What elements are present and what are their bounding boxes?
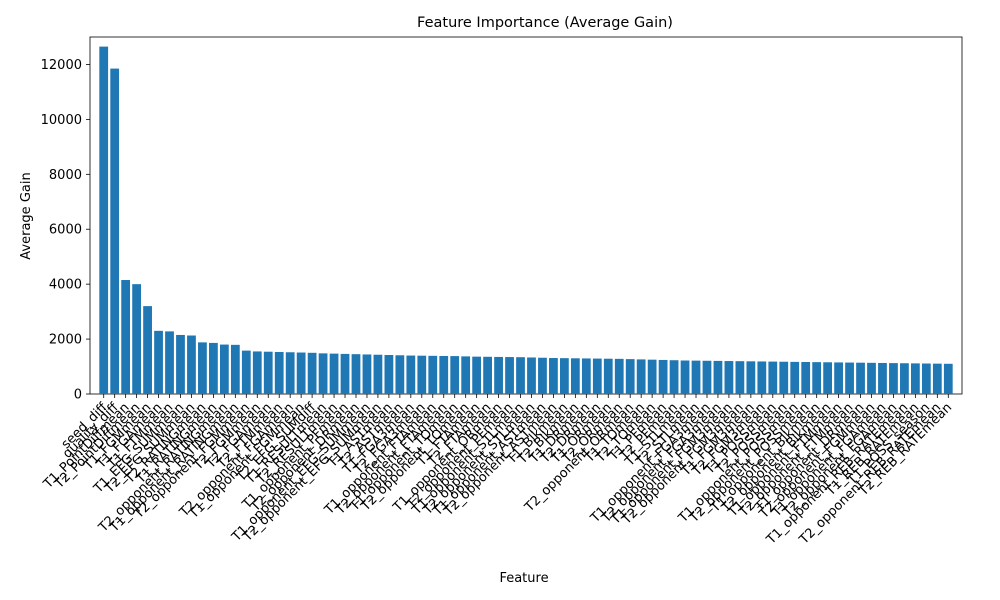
bar-21 <box>329 353 339 394</box>
bar-60 <box>757 361 767 394</box>
bar-62 <box>779 361 789 394</box>
y-tick-label: 2000 <box>49 333 82 348</box>
plot-frame <box>89 36 963 395</box>
bar-28 <box>406 355 416 394</box>
bar-38 <box>516 357 525 394</box>
x-axis: seed_diffquality_diffT1_PointDiffmeanT2_… <box>40 394 955 548</box>
bar-66 <box>823 362 833 394</box>
bar-15 <box>263 351 273 394</box>
bar-34 <box>472 356 482 394</box>
bar-42 <box>560 358 569 394</box>
bar-23 <box>351 354 361 394</box>
bar-31 <box>439 355 449 394</box>
bar-33 <box>461 356 471 394</box>
bar-17 <box>285 352 295 394</box>
bar-11 <box>219 344 229 394</box>
bar-71 <box>878 362 887 394</box>
bar-12 <box>230 344 240 394</box>
bar-61 <box>768 361 778 394</box>
bar-69 <box>856 362 865 394</box>
y-tick-label: 6000 <box>49 223 82 238</box>
bar-27 <box>395 355 405 394</box>
bar-55 <box>702 360 712 394</box>
bar-14 <box>252 351 262 394</box>
bar-41 <box>549 358 558 394</box>
y-axis: 0 2000 4000 6000 8000 10000 12000 <box>41 58 90 403</box>
bar-56 <box>713 360 723 394</box>
bar-13 <box>241 350 251 394</box>
bar-37 <box>505 357 514 394</box>
bar-8 <box>187 335 196 394</box>
bar-54 <box>691 360 701 394</box>
chart-title: Feature Importance (Average Gain) <box>417 15 673 31</box>
bar-1 <box>110 68 120 394</box>
y-axis-label: Average Gain <box>19 172 34 259</box>
bar-5 <box>154 330 163 394</box>
bar-18 <box>296 352 306 394</box>
x-axis-label: Feature <box>499 571 548 586</box>
bar-0 <box>99 46 109 395</box>
bar-35 <box>483 356 492 394</box>
bar-29 <box>417 355 427 394</box>
bar-26 <box>384 355 394 394</box>
bar-2 <box>121 280 131 394</box>
y-tick-label: 8000 <box>49 168 82 183</box>
y-tick-label: 10000 <box>41 113 82 128</box>
bar-57 <box>724 361 734 394</box>
bar-20 <box>318 353 328 394</box>
bar-40 <box>538 357 547 394</box>
y-tick-label: 12000 <box>41 58 82 73</box>
bar-30 <box>428 355 438 394</box>
bar-58 <box>735 361 745 394</box>
bar-67 <box>834 362 843 394</box>
bar-48 <box>625 359 635 394</box>
bar-39 <box>527 357 536 394</box>
bar-74 <box>911 363 920 394</box>
bar-70 <box>867 362 876 394</box>
bar-36 <box>494 356 503 394</box>
bar-49 <box>636 359 646 394</box>
bar-76 <box>932 363 942 394</box>
bar-50 <box>647 359 657 394</box>
y-tick-label: 0 <box>74 388 82 403</box>
bar-45 <box>592 358 602 394</box>
plot-area <box>89 36 963 395</box>
bar-47 <box>614 358 624 394</box>
bar-6 <box>165 331 174 394</box>
bar-72 <box>889 363 898 394</box>
bar-24 <box>362 354 372 394</box>
bar-59 <box>746 361 756 394</box>
bar-19 <box>307 352 317 394</box>
bar-7 <box>176 334 185 394</box>
bar-9 <box>198 342 207 394</box>
bar-25 <box>373 354 383 394</box>
bar-22 <box>340 353 350 394</box>
bar-73 <box>900 363 909 394</box>
bar-44 <box>581 358 591 394</box>
bar-64 <box>801 362 811 394</box>
bar-75 <box>921 363 931 394</box>
bar-43 <box>570 358 580 394</box>
bar-51 <box>658 359 668 394</box>
bar-46 <box>603 358 613 394</box>
bars-group <box>99 46 953 395</box>
bar-77 <box>943 363 953 394</box>
bar-53 <box>680 360 690 394</box>
bar-16 <box>274 351 284 394</box>
bar-52 <box>669 360 679 394</box>
bar-3 <box>132 284 141 394</box>
bar-68 <box>845 362 854 394</box>
bar-65 <box>812 362 822 394</box>
bar-63 <box>790 361 800 394</box>
y-tick-label: 4000 <box>49 278 82 293</box>
bar-4 <box>143 306 152 394</box>
bar-32 <box>450 356 460 394</box>
bar-10 <box>209 342 218 394</box>
